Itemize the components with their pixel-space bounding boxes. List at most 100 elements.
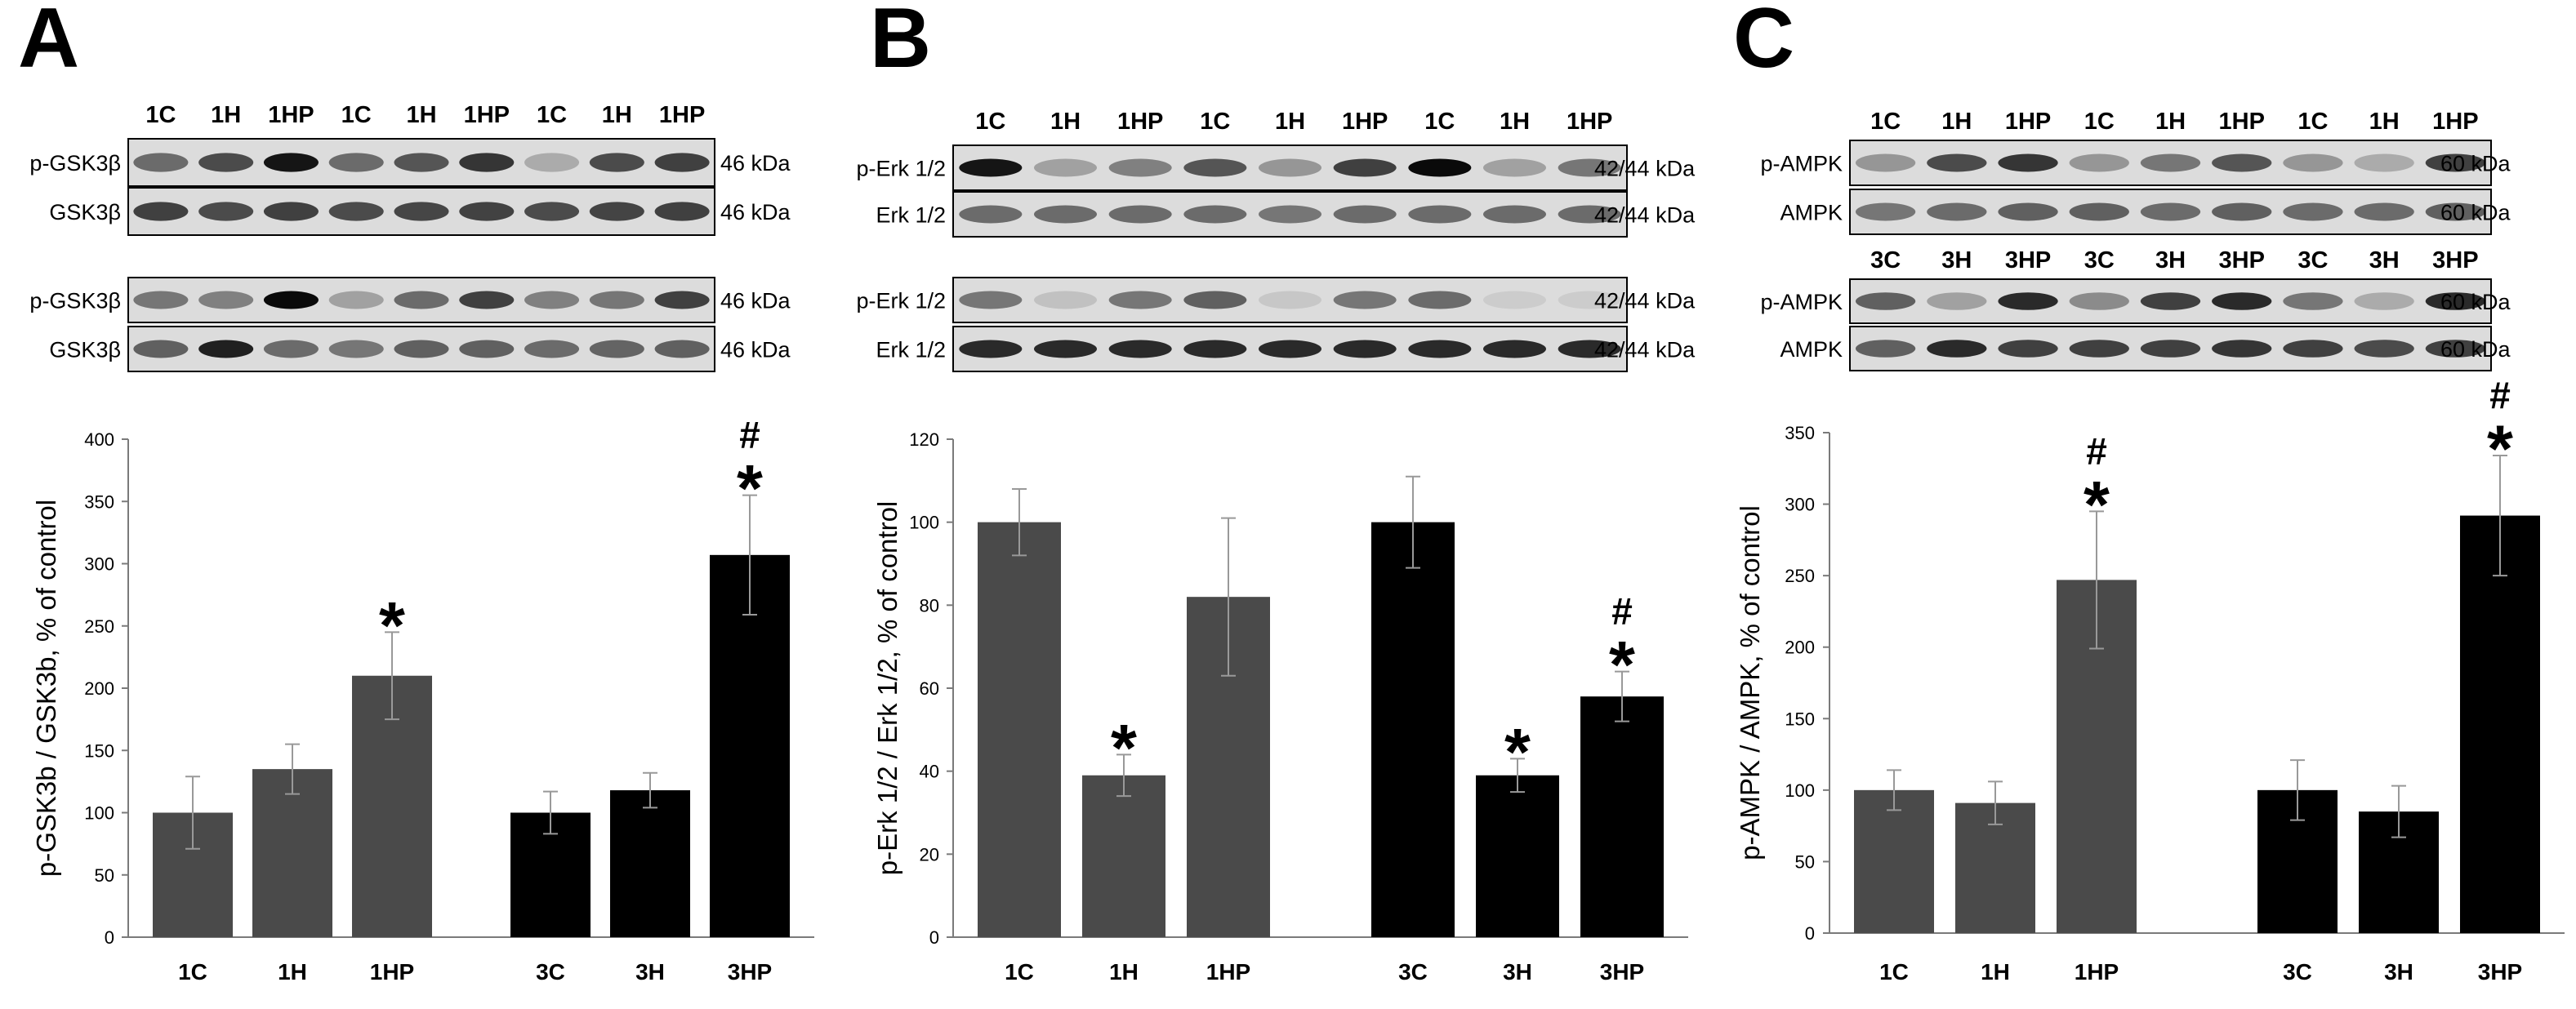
blot-band [1927, 202, 1987, 221]
blot-band [1108, 205, 1172, 224]
y-tick-label: 0 [1805, 923, 1815, 944]
blot-band [2425, 340, 2486, 358]
y-axis-label: p-AMPK / AMPK, % of control [1735, 505, 1765, 860]
x-tick-label: 1HP [370, 959, 414, 985]
blot-row-label: GSK3β [49, 200, 121, 224]
significance-star: * [2084, 468, 2110, 542]
lane-label: 1C [1870, 109, 1901, 135]
blot-row-label: AMPK [1780, 337, 1843, 362]
blot-band [133, 340, 189, 358]
blot-band [1483, 340, 1546, 358]
blot-band [2140, 202, 2201, 221]
significance-star: * [1504, 715, 1531, 789]
blot-band [1998, 202, 2058, 221]
lane-label: 3HP [2005, 247, 2051, 273]
panel-svg: C 1C 1H 1HP 1C 1H 1HP 1C 1H 1HP p-AMPK 60 kDa AMPK 60… [1733, 0, 2565, 985]
blot-band [2354, 153, 2414, 172]
significance-star: * [1609, 629, 1635, 703]
lane-label: 1HP [659, 102, 705, 128]
blot-band [1183, 158, 1247, 177]
blot-band [959, 340, 1023, 358]
blot-band [2283, 292, 2343, 310]
y-tick-label: 150 [84, 740, 114, 761]
lane-label: 3HP [2432, 247, 2478, 273]
y-axis-label: p-GSK3b / GSK3b, % of control [31, 500, 61, 877]
blot-band [198, 340, 254, 358]
significance-star: * [1111, 711, 1137, 785]
blot-band [2425, 202, 2486, 221]
lane-label: 3C [1870, 247, 1901, 273]
blot-band [1183, 205, 1247, 224]
blot-band [1483, 205, 1546, 224]
lane-label: 3H [2369, 247, 2400, 273]
blot-band [198, 291, 254, 309]
bar [1854, 789, 1934, 933]
blot-band [1855, 153, 1916, 172]
lane-label: 1H [2369, 109, 2400, 135]
blot-size-label: 46 kDa [720, 338, 791, 362]
blot-band [524, 153, 580, 172]
blot-band [263, 153, 319, 172]
panel-letter: B [870, 0, 931, 86]
x-tick-label: 3H [2384, 959, 2413, 985]
bar [252, 769, 332, 937]
blot-row-label: p-AMPK [1760, 290, 1843, 314]
y-tick-label: 100 [1785, 780, 1815, 801]
blot-band [1034, 158, 1097, 177]
blot-size-label: 42/44 kDa [1594, 203, 1696, 228]
x-tick-label: 1C [178, 959, 207, 985]
blot-size-label: 60 kDa [2440, 201, 2511, 225]
lane-label: 1C [2084, 109, 2115, 135]
bar [2460, 515, 2540, 933]
lane-label: 3HP [2219, 247, 2265, 273]
lane-label: 1HP [2432, 109, 2478, 135]
blot-band [2140, 340, 2201, 358]
y-tick-label: 50 [95, 865, 114, 886]
panel-letter: C [1733, 0, 1794, 86]
blot-band [524, 202, 580, 221]
lane-label: 1HP [2219, 109, 2265, 135]
blot-band [328, 291, 384, 309]
blot-band [654, 340, 710, 358]
lane-label: 1H [1050, 109, 1081, 135]
blot-row-label: AMPK [1780, 201, 1843, 225]
y-tick-label: 300 [84, 554, 114, 575]
panel-svg: B 1C 1H 1HP 1C 1H 1HP 1C 1H 1HP p-Erk 1/2 42/44 kDa… [856, 0, 1696, 985]
x-tick-label: 3H [635, 959, 665, 985]
y-tick-label: 250 [1785, 566, 1815, 586]
lane-label: 1C [1424, 109, 1455, 135]
blot-size-label: 46 kDa [720, 200, 791, 224]
bar [1580, 696, 1664, 937]
blot-band [198, 202, 254, 221]
x-tick-label: 3HP [2478, 959, 2522, 985]
blot-size-label: 46 kDa [720, 289, 791, 313]
x-tick-label: 3HP [728, 959, 772, 985]
blot-band [959, 158, 1023, 177]
blot-band [1034, 205, 1097, 224]
lane-label: 1HP [1117, 109, 1163, 135]
panel-c: C 1C 1H 1HP 1C 1H 1HP 1C 1H 1HP p-AMPK 60 kDa AMPK 60… [1723, 0, 2576, 1009]
lane-label: 1C [145, 102, 176, 128]
blot-band [959, 205, 1023, 224]
x-tick-label: 1H [1981, 959, 2010, 985]
x-tick-label: 1C [1005, 959, 1034, 985]
blot-band [263, 202, 319, 221]
blot-row-label: Erk 1/2 [876, 203, 946, 228]
y-tick-label: 200 [84, 678, 114, 699]
blot-size-label: 46 kDa [720, 151, 791, 176]
bar [610, 790, 690, 937]
blot-band [2140, 153, 2201, 172]
lane-label: 1H [1275, 109, 1305, 135]
blot-band [133, 153, 189, 172]
blot-band [2425, 292, 2486, 310]
blot-band [1558, 158, 1621, 177]
significance-hash: # [2086, 429, 2107, 472]
significance-hash: # [2489, 374, 2511, 416]
blot-band [2354, 340, 2414, 358]
x-tick-label: 3H [1503, 959, 1532, 985]
y-tick-label: 350 [84, 491, 114, 512]
y-tick-label: 100 [909, 513, 939, 533]
lane-label: 3C [2297, 247, 2328, 273]
blot-band [394, 340, 449, 358]
blot-band [2354, 202, 2414, 221]
